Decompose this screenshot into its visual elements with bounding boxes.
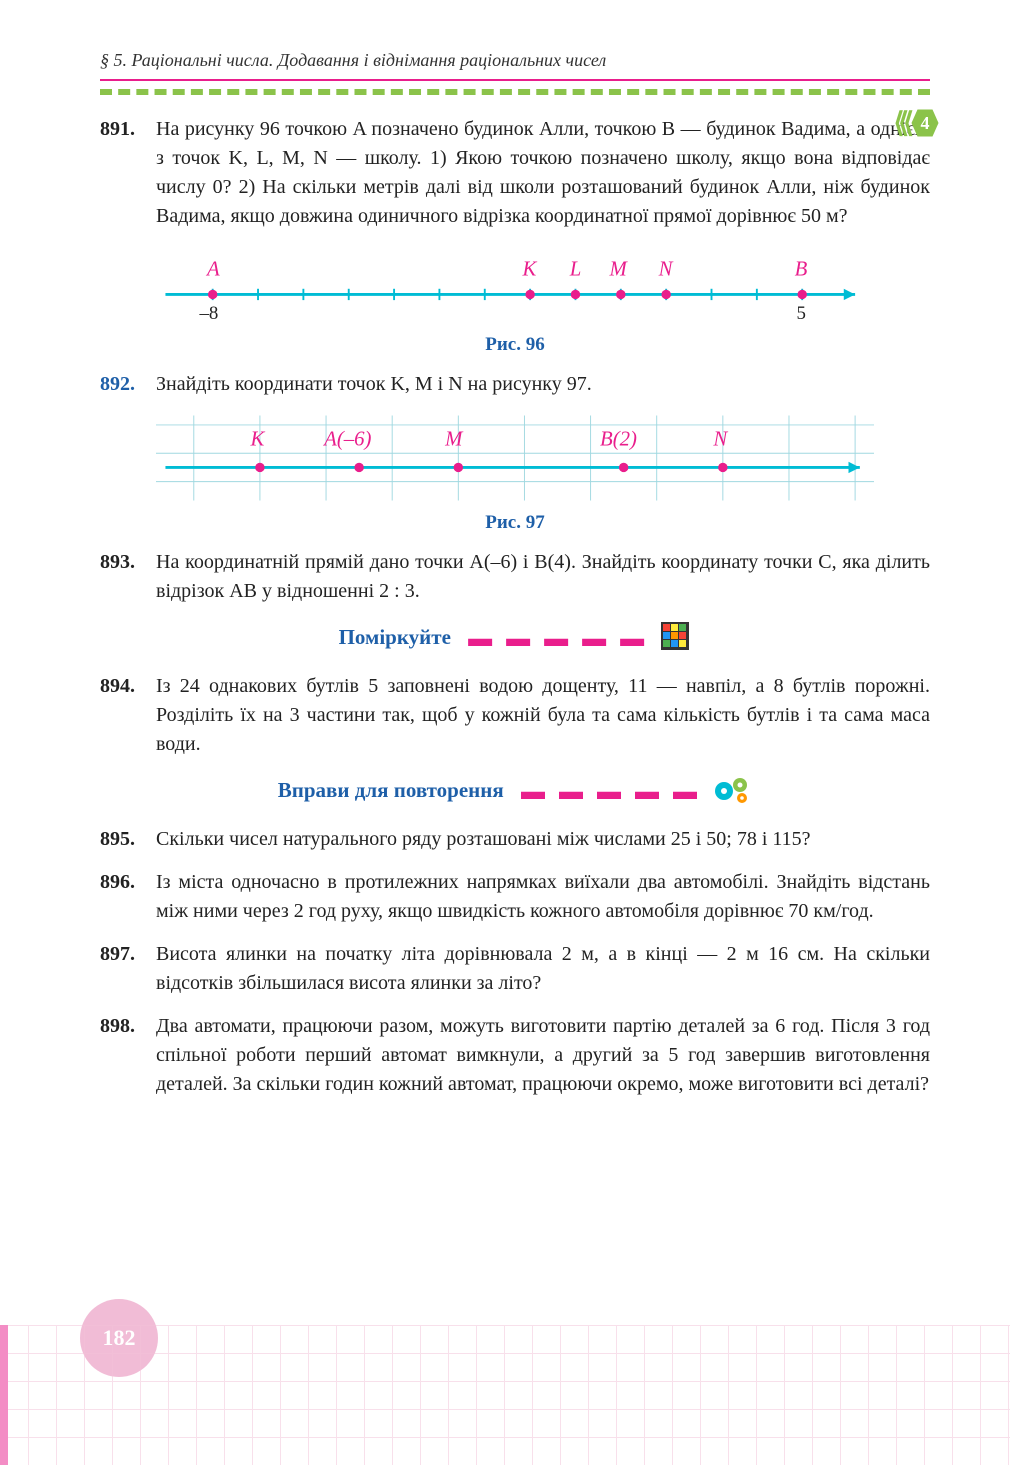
- svg-text:N: N: [712, 428, 728, 451]
- pink-rule: [100, 79, 930, 81]
- badge-number: 4: [910, 108, 940, 138]
- exercise-text: Два автомати, працюючи разом, можуть виг…: [156, 1012, 930, 1099]
- exercise-text: Із 24 однакових бутлів 5 заповнені водою…: [156, 672, 930, 759]
- svg-text:5: 5: [797, 303, 806, 324]
- exercise-number: 897.: [100, 940, 156, 998]
- exercise-894: 894. Із 24 однакових бутлів 5 заповнені …: [100, 672, 930, 759]
- exercise-number: 898.: [100, 1012, 156, 1099]
- exercise-number: 896.: [100, 868, 156, 926]
- figure-96: A K L M N B –8 5: [156, 245, 874, 330]
- pink-dash-icon: ▬ ▬ ▬ ▬ ▬: [468, 626, 648, 652]
- svg-text:B: B: [795, 258, 808, 281]
- section-review: Вправи для повторення ▬ ▬ ▬ ▬ ▬: [100, 773, 930, 811]
- number-line-97-icon: K A(–6) M B(2) N: [156, 413, 874, 503]
- section-think: Поміркуйте ▬ ▬ ▬ ▬ ▬: [100, 620, 930, 658]
- exercise-891: 891. На рисунку 96 точкою A позначено бу…: [100, 115, 930, 231]
- svg-text:–8: –8: [198, 303, 218, 324]
- svg-text:K: K: [522, 258, 538, 281]
- exercise-893: 893. На координатній прямій дано точки A…: [100, 548, 930, 606]
- bottom-grid-decoration: [0, 1325, 1010, 1465]
- exercise-text: Із міста одночасно в протилежних напрямк…: [156, 868, 930, 926]
- svg-text:K: K: [249, 428, 265, 451]
- svg-text:M: M: [444, 428, 464, 451]
- exercise-number: 892.: [100, 370, 156, 399]
- gears-icon: [712, 773, 752, 811]
- svg-text:A: A: [205, 258, 220, 281]
- textbook-page: § 5. Раціональні числа. Додавання і відн…: [0, 0, 1010, 1465]
- svg-text:A(–6): A(–6): [322, 428, 371, 451]
- section-think-label: Поміркуйте: [339, 625, 451, 649]
- figure-96-caption: Рис. 96: [100, 334, 930, 356]
- svg-text:N: N: [658, 258, 674, 281]
- exercise-text: Скільки чисел натурального ряду розташов…: [156, 825, 930, 854]
- svg-text:B(2): B(2): [600, 428, 637, 451]
- exercise-892: 892. Знайдіть координати точок K, M і N …: [100, 370, 930, 399]
- exercise-number: 893.: [100, 548, 156, 606]
- exercise-898: 898. Два автомати, працюючи разом, можут…: [100, 1012, 930, 1099]
- rubiks-cube-icon: [659, 620, 691, 658]
- exercise-896: 896. Із міста одночасно в протилежних на…: [100, 868, 930, 926]
- svg-text:L: L: [569, 258, 582, 281]
- chapter-title: § 5. Раціональні числа. Додавання і відн…: [100, 50, 930, 71]
- difficulty-badge: ⟪⟨ 4: [848, 105, 940, 141]
- figure-97-caption: Рис. 97: [100, 512, 930, 534]
- green-dash-rule: [100, 89, 930, 95]
- exercise-text: Знайдіть координати точок K, M і N на ри…: [156, 370, 930, 399]
- exercise-text: Висота ялинки на початку літа дорівнювал…: [156, 940, 930, 998]
- exercise-text: На координатній прямій дано точки A(–6) …: [156, 548, 930, 606]
- exercise-number: 895.: [100, 825, 156, 854]
- chevron-left-icon: ⟪⟨: [894, 106, 909, 140]
- figure-97: K A(–6) M B(2) N: [156, 413, 874, 508]
- exercise-text: На рисунку 96 точкою A позначено будинок…: [156, 115, 930, 231]
- svg-text:M: M: [608, 258, 628, 281]
- exercise-897: 897. Висота ялинки на початку літа дорів…: [100, 940, 930, 998]
- exercise-number: 891.: [100, 115, 156, 231]
- section-review-label: Вправи для повторення: [278, 778, 504, 802]
- pink-dash-icon: ▬ ▬ ▬ ▬ ▬: [521, 779, 701, 805]
- exercise-number: 894.: [100, 672, 156, 759]
- number-line-96-icon: A K L M N B –8 5: [156, 245, 874, 325]
- exercise-895: 895. Скільки чисел натурального ряду роз…: [100, 825, 930, 854]
